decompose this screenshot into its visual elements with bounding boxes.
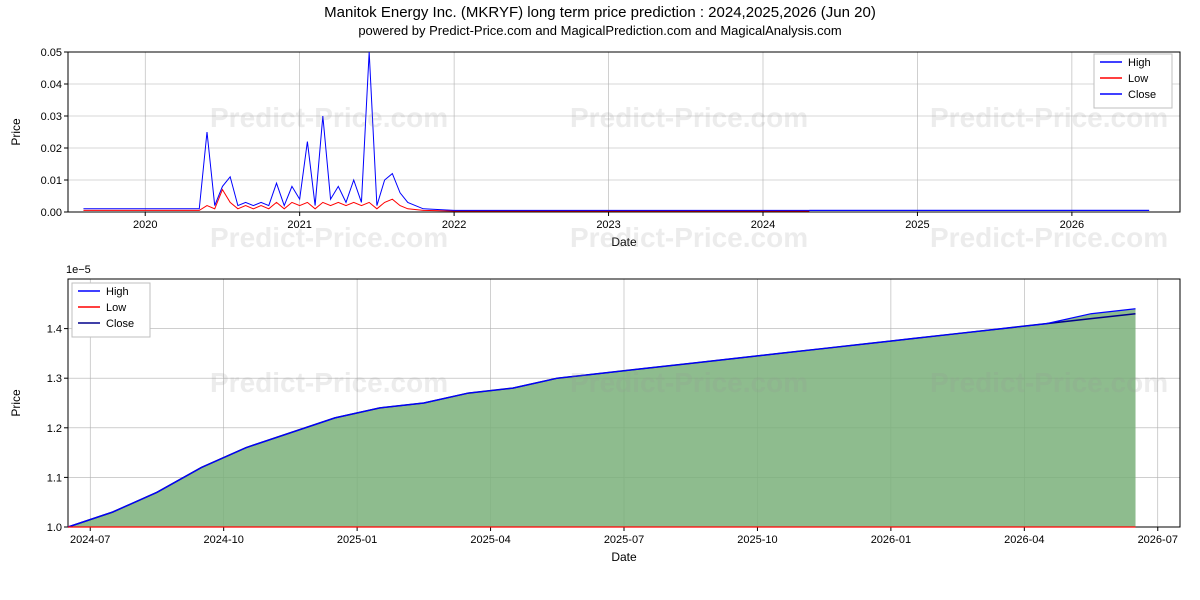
chart-2-svg: 1e−5 1.0 1.1 1.2 1.3 1.4 2024-07 2024-10 2025-01…	[0, 257, 1200, 577]
svg-text:2024-10: 2024-10	[203, 534, 243, 546]
svg-text:2025-10: 2025-10	[737, 534, 777, 546]
svg-text:2025: 2025	[905, 219, 929, 231]
svg-text:High: High	[1128, 57, 1151, 69]
svg-text:2026-01: 2026-01	[871, 534, 911, 546]
chart-1-wrapper: Predict-Price.com Predict-Price.com Pred…	[0, 42, 1200, 257]
svg-text:1.3: 1.3	[47, 373, 62, 385]
svg-text:Close: Close	[1128, 89, 1156, 101]
svg-text:2026-04: 2026-04	[1004, 534, 1044, 546]
chart-title: Manitok Energy Inc. (MKRYF) long term pr…	[0, 0, 1200, 21]
svg-text:2023: 2023	[596, 219, 620, 231]
svg-text:1.0: 1.0	[47, 522, 62, 534]
svg-text:2024: 2024	[751, 219, 775, 231]
svg-text:Date: Date	[611, 235, 637, 249]
svg-text:1.2: 1.2	[47, 423, 62, 435]
svg-text:Close: Close	[106, 318, 134, 330]
svg-text:0.05: 0.05	[41, 47, 62, 59]
svg-text:Low: Low	[106, 302, 126, 314]
svg-text:2022: 2022	[442, 219, 466, 231]
svg-text:2024-07: 2024-07	[70, 534, 110, 546]
svg-text:Low: Low	[1128, 73, 1148, 85]
svg-text:2025-04: 2025-04	[470, 534, 510, 546]
chart-container: Manitok Energy Inc. (MKRYF) long term pr…	[0, 0, 1200, 600]
svg-text:1.1: 1.1	[47, 472, 62, 484]
svg-text:1.4: 1.4	[47, 324, 62, 336]
svg-text:Price: Price	[9, 389, 23, 417]
chart-subtitle: powered by Predict-Price.com and Magical…	[0, 21, 1200, 42]
svg-text:Price: Price	[9, 118, 23, 146]
svg-text:2026: 2026	[1060, 219, 1084, 231]
chart-2-wrapper: Predict-Price.com Predict-Price.com Pred…	[0, 257, 1200, 577]
svg-text:0.02: 0.02	[41, 143, 62, 155]
svg-text:0.00: 0.00	[41, 207, 62, 219]
svg-text:2025-01: 2025-01	[337, 534, 377, 546]
svg-text:2026-07: 2026-07	[1138, 534, 1178, 546]
svg-text:2025-07: 2025-07	[604, 534, 644, 546]
svg-text:2021: 2021	[287, 219, 311, 231]
svg-text:High: High	[106, 286, 129, 298]
svg-text:0.03: 0.03	[41, 111, 62, 123]
svg-text:0.04: 0.04	[41, 79, 62, 91]
svg-text:Date: Date	[611, 550, 637, 564]
svg-text:2020: 2020	[133, 219, 157, 231]
svg-text:1e−5: 1e−5	[66, 264, 91, 276]
svg-text:0.01: 0.01	[41, 175, 62, 187]
chart-1-svg: 0.00 0.01 0.02 0.03 0.04 0.05 2020 2021 2022 2023…	[0, 42, 1200, 257]
